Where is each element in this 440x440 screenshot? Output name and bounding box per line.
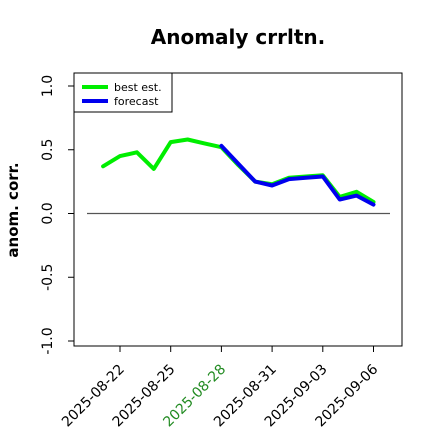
x-axis: 2025-08-222025-08-252025-08-282025-08-31…: [59, 346, 381, 430]
y-axis: -1.0 -0.5 0.0 0.5 1.0: [40, 75, 74, 355]
legend: best est. forecast: [73, 72, 173, 113]
plot-frame: [73, 72, 403, 347]
legend-label-best-est: best est.: [114, 81, 162, 94]
chart-title: Anomaly crrltn.: [151, 25, 325, 49]
y-axis-label: anom. corr.: [4, 162, 22, 257]
y-tick-label: 1.0: [40, 75, 56, 97]
y-tick-label: 0.0: [40, 202, 56, 224]
y-tick-label: 0.5: [40, 139, 56, 161]
series-line-forecast: [219, 143, 376, 207]
y-tick-label: -0.5: [40, 264, 56, 291]
legend-box: [73, 72, 173, 113]
y-tick-label: -1.0: [40, 327, 56, 354]
series-layer: [101, 137, 376, 207]
legend-label-forecast: forecast: [114, 95, 159, 108]
